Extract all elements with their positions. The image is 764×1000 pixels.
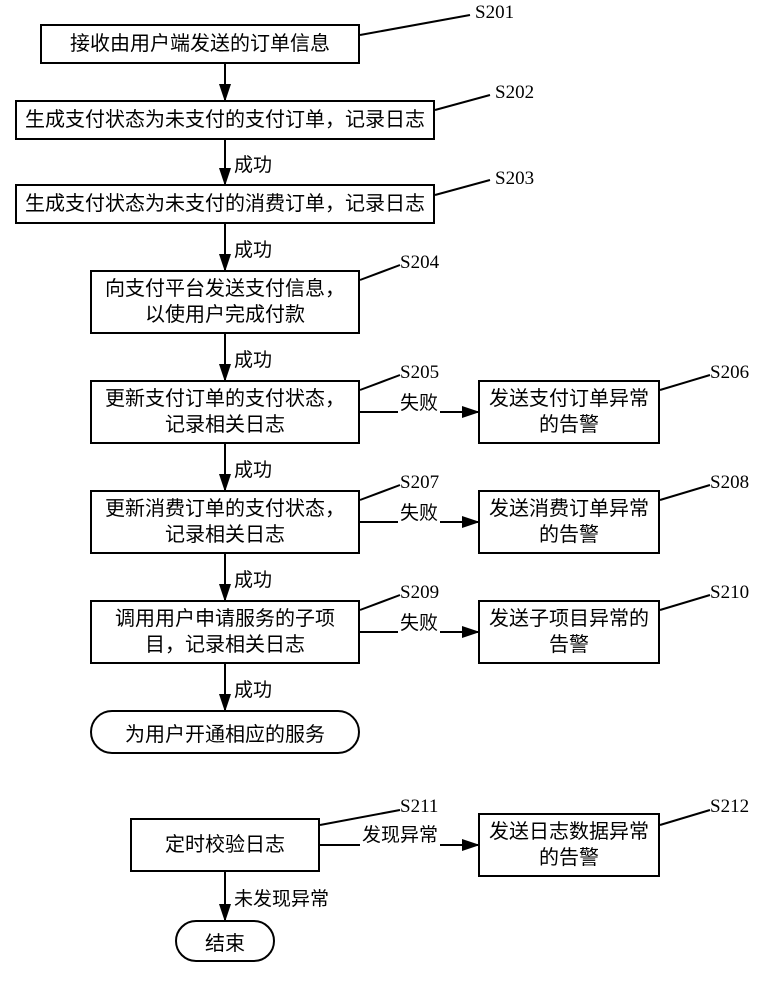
- step-s208: S208: [710, 472, 749, 494]
- node-s210: 发送子项目异常的告警: [478, 600, 660, 664]
- node-s202-text: 生成支付状态为未支付的支付订单，记录日志: [25, 107, 425, 133]
- step-s209: S209: [400, 582, 439, 604]
- node-s208: 发送消费订单异常的告警: [478, 490, 660, 554]
- node-s205-text: 更新支付订单的支付状态，记录相关日志: [100, 386, 350, 438]
- node-s202: 生成支付状态为未支付的支付订单，记录日志: [15, 100, 435, 140]
- node-s207-text: 更新消费订单的支付状态，记录相关日志: [100, 496, 350, 548]
- node-s210-text: 发送子项目异常的告警: [488, 606, 650, 658]
- step-s211: S211: [400, 796, 438, 818]
- node-s208-text: 发送消费订单异常的告警: [488, 496, 650, 548]
- node-s201: 接收由用户端发送的订单信息: [40, 24, 360, 64]
- edge-s209-fail: 失败: [398, 608, 440, 635]
- node-s203: 生成支付状态为未支付的消费订单，记录日志: [15, 184, 435, 224]
- step-s204: S204: [400, 252, 439, 274]
- edge-s203-s204: 成功: [232, 235, 274, 262]
- edge-s211-found: 发现异常: [360, 820, 440, 847]
- node-s206-text: 发送支付订单异常的告警: [488, 386, 650, 438]
- node-s207: 更新消费订单的支付状态，记录相关日志: [90, 490, 360, 554]
- node-s203-text: 生成支付状态为未支付的消费订单，记录日志: [25, 191, 425, 217]
- edge-s205-fail: 失败: [398, 388, 440, 415]
- edge-s204-s205: 成功: [232, 345, 274, 372]
- node-s209: 调用用户申请服务的子项目，记录相关日志: [90, 600, 360, 664]
- step-s207: S207: [400, 472, 439, 494]
- node-s212-text: 发送日志数据异常的告警: [488, 819, 650, 871]
- edge-s207-fail: 失败: [398, 498, 440, 525]
- node-s205: 更新支付订单的支付状态，记录相关日志: [90, 380, 360, 444]
- step-s205: S205: [400, 362, 439, 384]
- node-s209-text: 调用用户申请服务的子项目，记录相关日志: [100, 606, 350, 658]
- edge-s202-s203: 成功: [232, 150, 274, 177]
- step-s202: S202: [495, 82, 534, 104]
- edge-s205-s207: 成功: [232, 455, 274, 482]
- node-s211: 定时校验日志: [130, 818, 320, 872]
- step-s206: S206: [710, 362, 749, 384]
- step-s203: S203: [495, 168, 534, 190]
- flowchart-canvas: 接收由用户端发送的订单信息 S201 生成支付状态为未支付的支付订单，记录日志 …: [0, 0, 764, 1000]
- node-term2: 结束: [175, 920, 275, 962]
- edge-s207-s209: 成功: [232, 565, 274, 592]
- node-s201-text: 接收由用户端发送的订单信息: [70, 31, 330, 57]
- edge-s211-noanom: 未发现异常: [232, 884, 331, 911]
- node-s206: 发送支付订单异常的告警: [478, 380, 660, 444]
- node-term1: 为用户开通相应的服务: [90, 710, 360, 754]
- step-s212: S212: [710, 796, 749, 818]
- node-s212: 发送日志数据异常的告警: [478, 813, 660, 877]
- node-term2-text: 结束: [205, 927, 245, 956]
- node-s204: 向支付平台发送支付信息，以使用户完成付款: [90, 270, 360, 334]
- step-s210: S210: [710, 582, 749, 604]
- node-s204-text: 向支付平台发送支付信息，以使用户完成付款: [100, 276, 350, 328]
- node-s211-text: 定时校验日志: [165, 832, 285, 858]
- step-s201: S201: [475, 2, 514, 24]
- edge-s209-term1: 成功: [232, 675, 274, 702]
- node-term1-text: 为用户开通相应的服务: [125, 718, 325, 747]
